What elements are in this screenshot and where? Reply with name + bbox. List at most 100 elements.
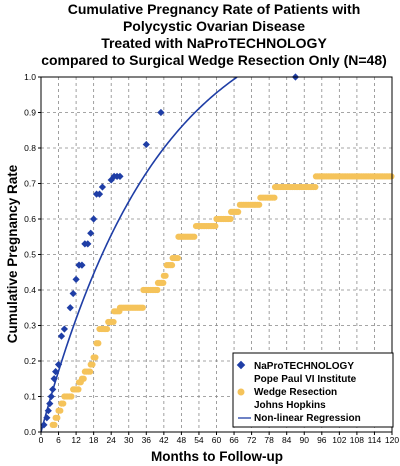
x-tick-label: 90 [300,435,310,445]
wedge-resection-point [235,208,242,215]
title-line-3: Treated with NaProTECHNOLOGY [101,35,327,51]
wedge-resection-point [212,223,219,230]
chart-title: Cumulative Pregnancy Rate of Patients wi… [41,1,387,68]
x-tick-label: 24 [106,435,116,445]
wedge-resection-point [104,325,111,333]
x-tick-label: 114 [368,435,382,445]
wedge-resection-point [312,183,319,191]
napro-point [90,215,98,223]
napro-point [52,368,60,376]
legend-napro-rest: TECHNOLOGY [283,361,354,372]
x-tick-labels: 0 6 12 18 24 30 36 42 48 54 60 66 72 78 84 90 96 102 108 11… [39,432,399,445]
napro-point [50,375,58,383]
x-tick-label: 60 [212,435,222,445]
legend: NaProTECHNOLOGY Pope Paul VI Institute W… [232,352,394,428]
x-tick-label: 66 [229,435,239,445]
y-tick-label: 0.5 [24,250,36,260]
x-tick-label: 48 [177,435,187,445]
y-tick-label: 0.8 [24,143,36,153]
legend-circle-marker [237,388,245,396]
x-tick-label: 72 [247,435,257,445]
wedge-resection-point [227,215,234,223]
y-tick-label: 0.1 [24,392,36,402]
x-tick-label: 6 [56,435,61,445]
wedge-resection-point [57,407,64,414]
napro-point [69,289,77,298]
legend-hopkins-label: Johns Hopkins [254,400,326,411]
wedge-resection-point [160,279,167,286]
x-tick-label: 78 [264,435,274,445]
napro-point [84,240,92,248]
x-tick-label: 84 [282,435,292,445]
legend-institute-label: Pope Paul VI Institute [254,374,357,385]
napro-point [44,407,52,415]
x-tick-label: 120 [385,435,399,445]
legend-napro-label: NaProTECHNOLOGY [254,361,354,372]
wedge-resection-point [75,386,82,393]
legend-wedge-label: Wedge Resection [254,387,337,398]
napro-point [60,325,68,333]
wedge-resection-series [49,173,395,428]
napro-point [43,414,51,422]
x-axis-label: Months to Follow-up [151,449,283,464]
wedge-resection-point [191,233,198,240]
wedge-resection-point [256,201,263,208]
wedge-resection-point [95,340,102,347]
x-tick-label: 108 [350,435,364,445]
napro-point [46,400,54,408]
napro-point [98,183,107,191]
napro-point [57,332,66,340]
y-tick-label: 0.6 [24,214,36,224]
napro-point [72,275,80,283]
y-tick-label: 0.0 [24,427,36,437]
y-tick-label: 0.2 [24,356,36,366]
legend-napro-bold: NaPro [254,361,283,372]
napro-point [66,304,74,312]
x-tick-label: 12 [71,435,81,445]
title-line-2: Polycystic Ovarian Disease [123,18,305,34]
wedge-resection-point [68,393,75,400]
y-axis-label: Cumulative Pregnancy Rate [5,164,20,343]
wedge-resection-point [168,262,176,269]
wedge-resection-point [51,421,58,428]
napro-point [40,421,48,429]
wedge-resection-point [139,304,146,311]
napro-point [54,360,63,369]
napro-point [87,229,95,237]
wedge-resection-point [89,361,96,368]
y-tick-labels: 0.0 0.1 0.2 0.3 0.4 0.5 0.6 0.7 0.8 0.9 1.0 [24,72,41,437]
wedge-resection-point [271,194,278,201]
legend-diamond-marker [236,360,246,370]
x-tick-label: 96 [317,435,327,445]
x-tick-label: 30 [124,435,134,445]
legend-regression-label: Non-linear Regression [254,413,361,424]
x-tick-label: 18 [89,435,99,445]
regression-curve [40,76,238,433]
napro-point [49,385,57,393]
x-tick-label: 0 [39,435,44,445]
regression-line [40,76,238,433]
x-tick-label: 42 [159,435,169,445]
napro-point [47,392,55,401]
x-tick-label: 102 [332,435,346,445]
wedge-resection-point [92,354,99,361]
wedge-resection-point [87,368,94,375]
wedge-resection-point [154,286,161,294]
title-line-1: Cumulative Pregnancy Rate of Patients wi… [68,1,361,17]
napro-point [142,140,150,149]
y-tick-label: 1.0 [24,72,36,82]
wedge-resection-point [110,318,117,326]
legend-box [232,352,394,428]
wedge-resection-point [54,414,61,421]
wedge-resection-point [388,173,395,180]
napro-point [157,108,165,117]
y-tick-label: 0.7 [24,179,36,189]
y-tick-label: 0.4 [24,285,36,295]
y-tick-label: 0.9 [24,108,36,118]
napro-point [116,172,124,180]
napro-point [78,261,86,269]
y-tick-label: 0.3 [24,321,36,331]
x-tick-label: 54 [194,435,204,445]
title-line-4: compared to Surgical Wedge Resection Onl… [41,52,387,68]
